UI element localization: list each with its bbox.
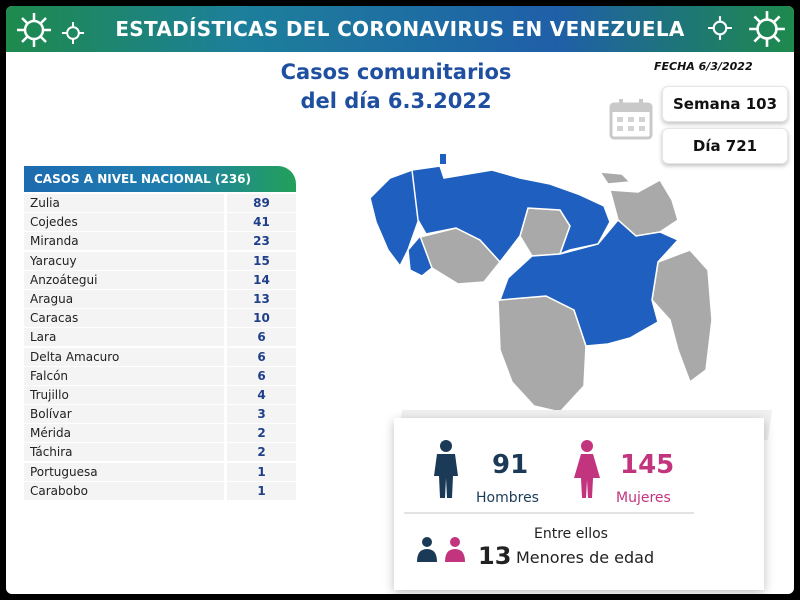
case-count: 2 [227, 443, 296, 462]
subtitle-line-2: del día 6.3.2022 [300, 89, 492, 113]
cases-table: Zulia 89 Cojedes 41 Miranda 23 Yaracuy 15 Anzoát… [24, 194, 298, 501]
table-row: Anzoátegui 14 [24, 270, 298, 289]
state-name: Anzoátegui [24, 270, 224, 289]
map-region-blue [411, 165, 611, 264]
table-header: CASOS A NIVEL NACIONAL (236) [24, 166, 296, 192]
among-them-label: Entre ellos [534, 526, 608, 542]
virus-icon [17, 13, 51, 47]
week-badge: Semana 103 [662, 86, 788, 122]
stats-panel: 91 Hombres 145 Mujeres Entre ellos 13 Me… [394, 418, 764, 590]
case-count: 2 [227, 424, 296, 443]
women-count: 145 [620, 450, 675, 480]
map-region-blue [440, 154, 446, 164]
men-label: Hombres [476, 490, 539, 506]
case-count: 1 [227, 481, 296, 500]
table-row: Bolívar 3 [24, 405, 298, 424]
state-name: Portuguesa [24, 462, 224, 481]
case-count: 13 [227, 289, 296, 308]
table-row: Miranda 23 [24, 232, 298, 251]
map-region-blue [498, 218, 680, 347]
case-count: 1 [227, 462, 296, 481]
table-row: Caracas 10 [24, 309, 298, 328]
case-count: 23 [227, 232, 296, 251]
table-row: Cojedes 41 [24, 213, 298, 232]
state-name: Carabobo [24, 481, 224, 500]
virus-icon [61, 21, 85, 45]
state-name: Cojedes [24, 213, 224, 232]
table-row: Carabobo 1 [24, 481, 298, 500]
map-region-blue [407, 234, 433, 277]
table-row: Táchira 2 [24, 443, 298, 462]
men-count: 91 [492, 450, 529, 480]
date-label: FECHA 6/3/2022 [654, 60, 753, 73]
case-count: 10 [227, 309, 296, 328]
state-name: Aragua [24, 289, 224, 308]
man-icon [434, 440, 458, 498]
day-badge: Día 721 [662, 128, 788, 164]
table-row: Aragua 13 [24, 289, 298, 308]
case-count: 6 [227, 366, 296, 385]
subtitle-line-1: Casos comunitarios [280, 60, 512, 84]
table-row: Portuguesa 1 [24, 462, 298, 481]
map-region-gray [497, 295, 587, 413]
table-row: Zulia 89 [24, 194, 298, 212]
state-name: Delta Amacuro [24, 347, 224, 366]
woman-icon [574, 440, 600, 498]
infographic-card: ESTADÍSTICAS DEL CORONAVIRUS EN VENEZUEL… [6, 6, 794, 594]
calendar-icon [609, 99, 653, 140]
state-name: Caracas [24, 309, 224, 328]
virus-icon [749, 11, 785, 47]
table-row: Trujillo 4 [24, 385, 298, 404]
table-row: Yaracuy 15 [24, 251, 298, 270]
state-name: Bolívar [24, 405, 224, 424]
case-count: 41 [227, 213, 296, 232]
case-count: 6 [227, 328, 296, 347]
state-name: Trujillo [24, 385, 224, 404]
state-name: Mérida [24, 424, 224, 443]
table-row: Mérida 2 [24, 424, 298, 443]
state-name: Falcón [24, 366, 224, 385]
minors-count: 13 [478, 542, 512, 570]
case-count: 6 [227, 347, 296, 366]
subtitle: Casos comunitarios del día 6.3.2022 [246, 58, 546, 116]
case-count: 89 [227, 194, 296, 212]
women-label: Mujeres [616, 490, 671, 506]
state-name: Miranda [24, 232, 224, 251]
header-banner: ESTADÍSTICAS DEL CORONAVIRUS EN VENEZUEL… [6, 6, 794, 52]
venezuela-map [369, 154, 713, 413]
divider [404, 512, 694, 514]
state-name: Zulia [24, 194, 224, 212]
table-row: Lara 6 [24, 328, 298, 347]
state-name: Lara [24, 328, 224, 347]
state-name: Yaracuy [24, 251, 224, 270]
case-count: 15 [227, 251, 296, 270]
page-title: ESTADÍSTICAS DEL CORONAVIRUS EN VENEZUEL… [115, 17, 685, 41]
table-row: Delta Amacuro 6 [24, 347, 298, 366]
map-region-gray [651, 249, 713, 384]
map-region-gray [598, 171, 632, 185]
case-count: 14 [227, 270, 296, 289]
table-row: Falcón 6 [24, 366, 298, 385]
minors-label: Menores de edad [516, 548, 655, 567]
state-name: Táchira [24, 443, 224, 462]
case-count: 3 [227, 405, 296, 424]
virus-icon [708, 16, 732, 40]
case-count: 4 [227, 385, 296, 404]
children-icon [417, 537, 465, 562]
